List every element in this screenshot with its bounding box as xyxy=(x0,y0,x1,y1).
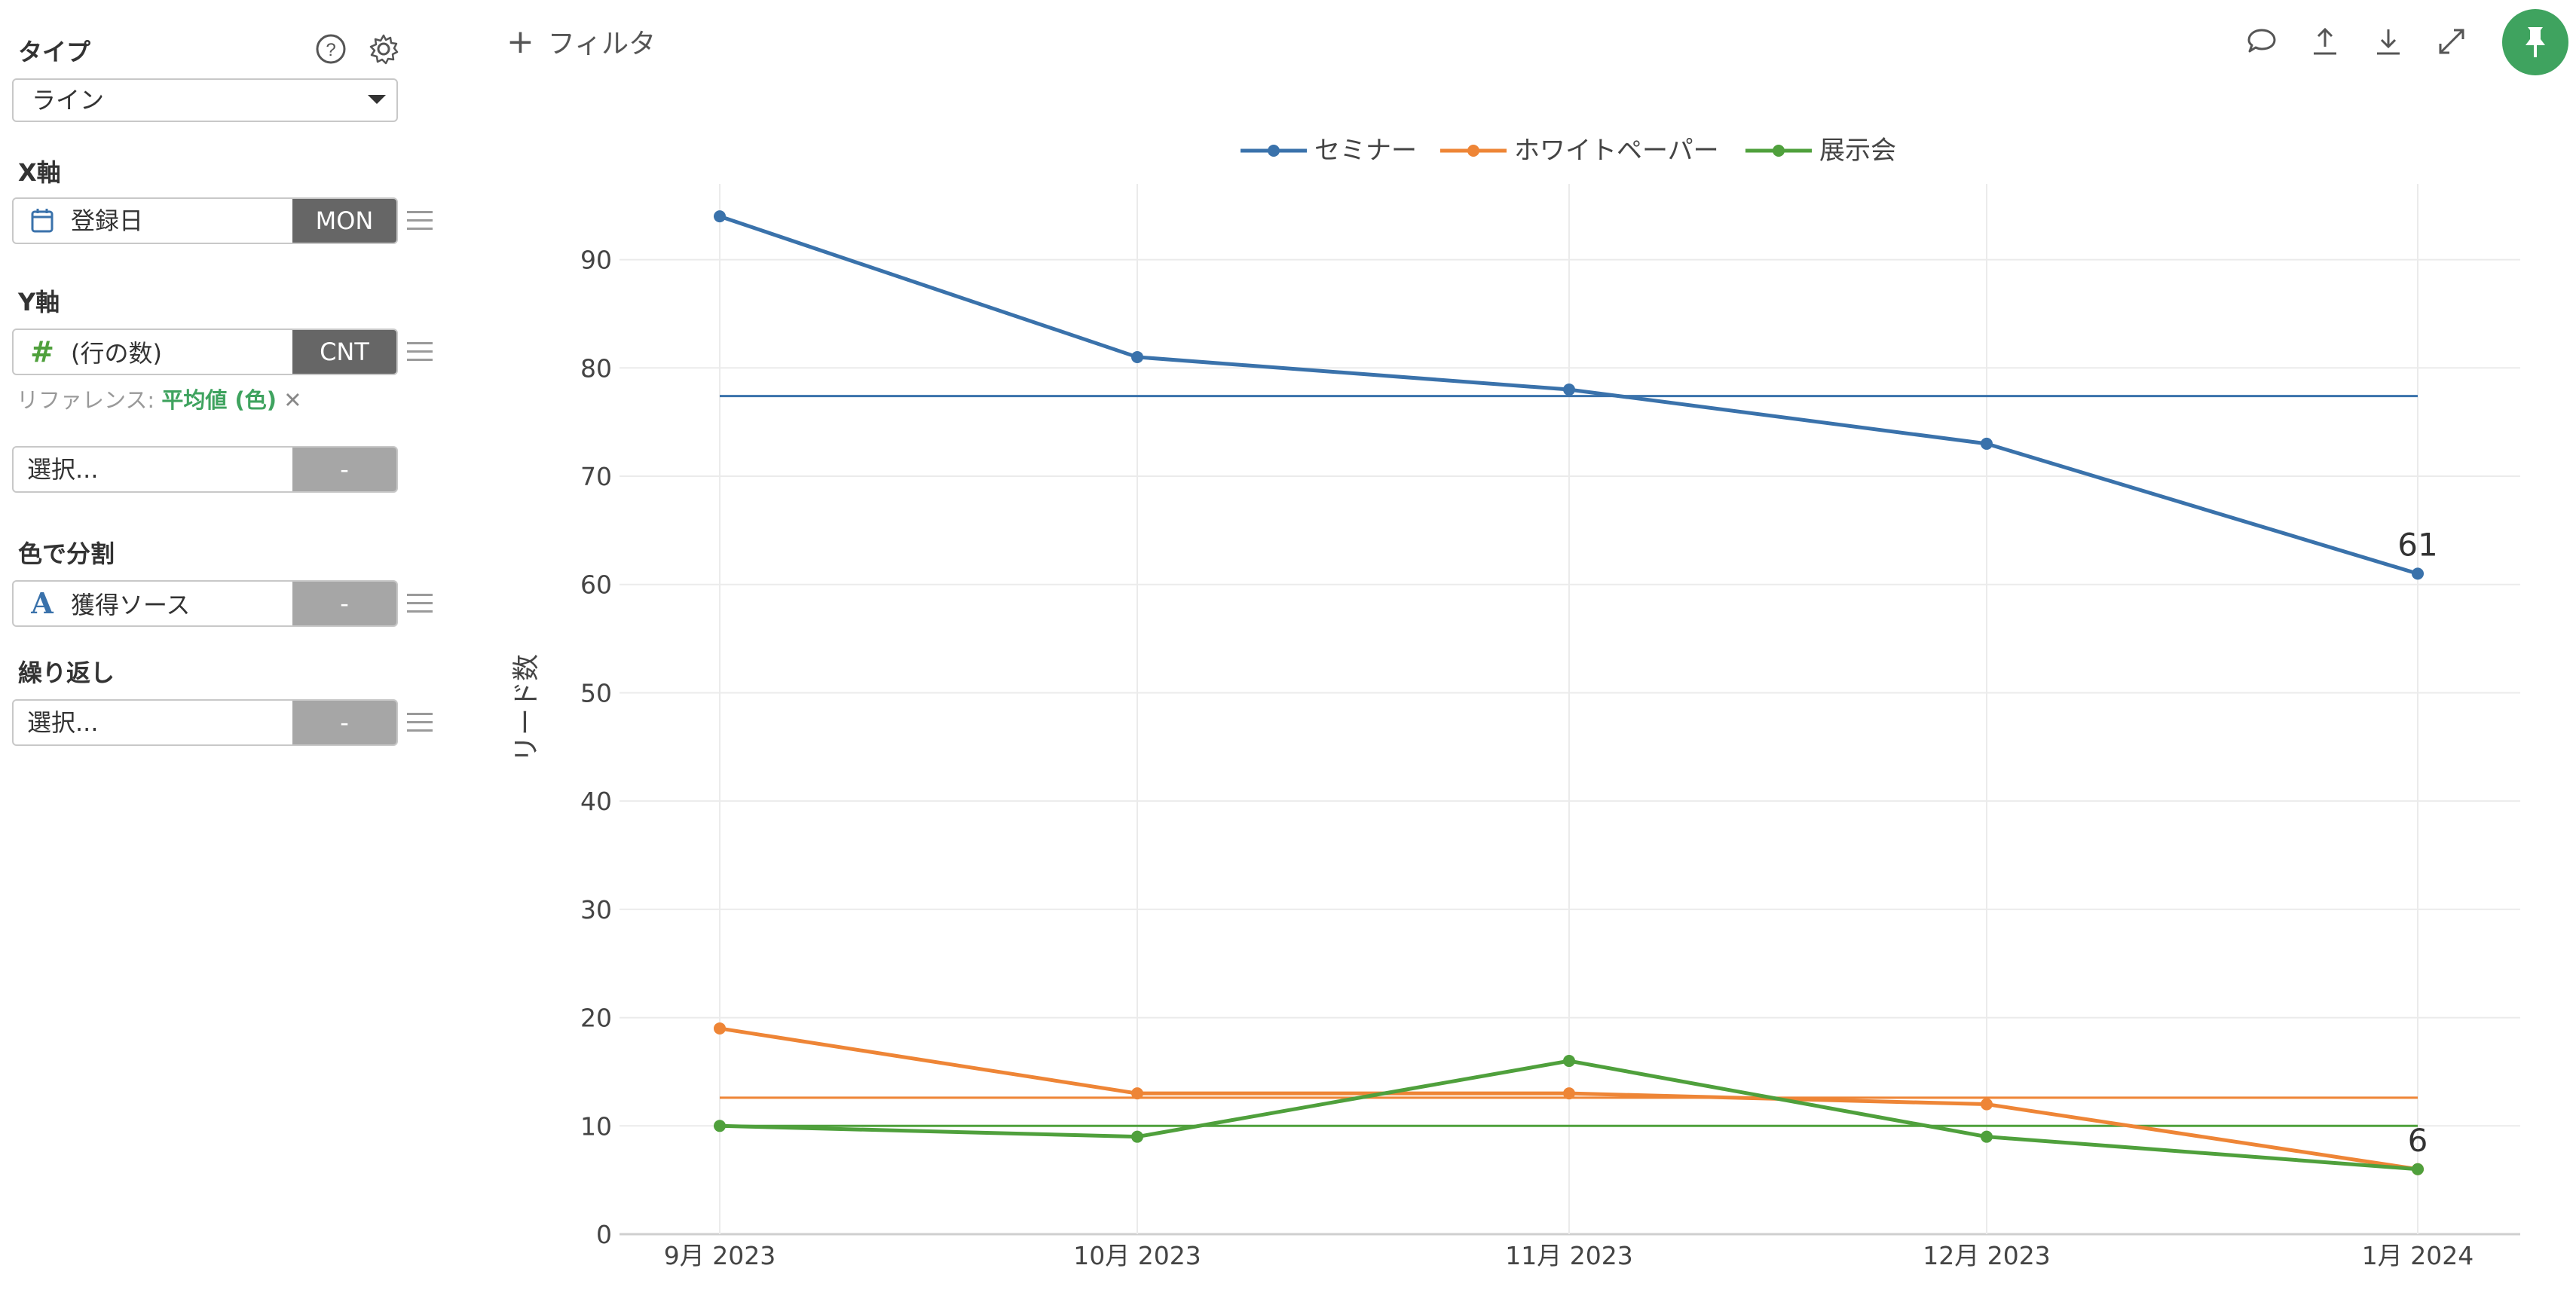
data-point xyxy=(714,210,726,223)
y-tick-label: 10 xyxy=(580,1111,612,1141)
data-point xyxy=(1563,1087,1575,1100)
y-tick-label: 90 xyxy=(580,246,612,275)
data-point xyxy=(714,1022,726,1035)
chart-legend: セミナー ホワイトペーパー 展示会 xyxy=(0,131,2576,170)
y-tick-label: 70 xyxy=(580,462,612,491)
y-axis-field[interactable]: # (行の数) CNT xyxy=(12,329,398,375)
pin-icon[interactable] xyxy=(2502,9,2568,75)
reference-prefix: リファレンス: xyxy=(17,387,155,413)
data-point xyxy=(1131,1130,1143,1143)
color-split-menu-icon[interactable] xyxy=(407,594,433,615)
x-tick-label: 10月 2023 xyxy=(1073,1241,1201,1270)
y-tick-label: 20 xyxy=(580,1004,612,1033)
y-axis-title: リード数 xyxy=(511,654,542,763)
legend-label: ホワイトペーパー xyxy=(1514,136,1719,166)
legend-swatch xyxy=(1745,145,1812,157)
x-axis-field[interactable]: 登録日 MON xyxy=(12,197,398,244)
x-axis-agg-button[interactable]: MON xyxy=(292,199,396,243)
hash-icon: # xyxy=(30,335,54,368)
gear-icon[interactable] xyxy=(368,33,399,65)
color-split-agg-button[interactable]: - xyxy=(292,582,396,625)
calendar-icon xyxy=(27,199,57,243)
chart-type-select[interactable]: ライン xyxy=(12,78,398,122)
data-label: 61 xyxy=(2397,526,2437,563)
repeat-label: 繰り返し xyxy=(18,659,115,687)
x-tick-label: 12月 2023 xyxy=(1923,1241,2050,1270)
legend-label: 展示会 xyxy=(1819,136,1896,166)
legend-swatch xyxy=(1241,145,1307,157)
x-tick-label: 9月 2023 xyxy=(664,1241,776,1270)
y-tick-label: 40 xyxy=(580,787,612,816)
color-split-label: 色で分割 xyxy=(18,539,115,568)
type-label: タイプ xyxy=(18,38,91,66)
y-tick-label: 30 xyxy=(580,895,612,925)
data-label: 6 xyxy=(2408,1122,2428,1159)
x-tick-label: 11月 2023 xyxy=(1505,1241,1632,1270)
reference-value-link[interactable]: 平均値 (色) xyxy=(161,387,277,413)
data-point xyxy=(1563,1055,1575,1068)
data-point xyxy=(714,1120,726,1132)
repeat-menu-icon[interactable] xyxy=(407,713,433,734)
reference-line-setting: リファレンス: 平均値 (色) ✕ xyxy=(17,383,302,414)
filter-label: フィルタ xyxy=(547,29,656,60)
comment-icon[interactable] xyxy=(2246,26,2278,57)
y-tick-label: 60 xyxy=(580,570,612,600)
legend-swatch xyxy=(1440,145,1507,157)
download-icon[interactable] xyxy=(2373,26,2404,57)
data-point xyxy=(2412,1163,2424,1175)
text-type-icon: A xyxy=(31,586,54,620)
y-tick-label: 50 xyxy=(580,678,612,708)
y-axis-menu-icon[interactable] xyxy=(407,342,433,363)
legend-label: セミナー xyxy=(1314,136,1417,166)
caret-down-icon xyxy=(368,95,386,104)
extra-axis-agg-button[interactable]: - xyxy=(292,448,396,491)
data-point xyxy=(1981,1130,1993,1143)
repeat-agg-button[interactable]: - xyxy=(292,701,396,744)
y-tick-label: 80 xyxy=(580,353,612,383)
data-point xyxy=(1981,437,1993,450)
x-axis-label: X軸 xyxy=(18,158,61,187)
data-point xyxy=(2412,567,2424,580)
y-axis-agg-button[interactable]: CNT xyxy=(292,330,396,374)
repeat-placeholder: 選択... xyxy=(27,708,99,737)
plus-icon: + xyxy=(506,23,534,61)
y-axis-field-name: (行の数) xyxy=(71,339,162,368)
data-point xyxy=(1563,384,1575,396)
x-tick-label: 1月 2024 xyxy=(2362,1241,2474,1270)
chart-config-sidebar: タイプ ? ライン X軸 登録日 MON Y軸 # (行の数) CNT リファレン… xyxy=(0,0,452,1305)
repeat-field[interactable]: 選択... - xyxy=(12,699,398,746)
color-split-field-name: 獲得ソース xyxy=(71,591,191,619)
color-split-field[interactable]: A 獲得ソース - xyxy=(12,580,398,627)
x-axis-field-name: 登録日 xyxy=(71,206,144,235)
extra-axis-placeholder: 選択... xyxy=(27,455,99,484)
expand-icon[interactable] xyxy=(2436,26,2467,57)
y-tick-label: 0 xyxy=(596,1220,612,1249)
extra-axis-field[interactable]: 選択... - xyxy=(12,446,398,493)
data-point xyxy=(1131,350,1143,363)
add-filter-button[interactable]: + フィルタ xyxy=(506,21,656,63)
help-icon[interactable]: ? xyxy=(315,33,347,65)
svg-text:?: ? xyxy=(326,40,335,60)
close-icon[interactable]: ✕ xyxy=(283,387,302,413)
data-point xyxy=(1981,1098,1993,1111)
chart-type-value: ライン xyxy=(32,86,105,115)
y-axis-label: Y軸 xyxy=(18,288,60,316)
x-axis-menu-icon[interactable] xyxy=(407,211,433,232)
upload-icon[interactable] xyxy=(2309,26,2341,57)
data-point xyxy=(1131,1087,1143,1100)
